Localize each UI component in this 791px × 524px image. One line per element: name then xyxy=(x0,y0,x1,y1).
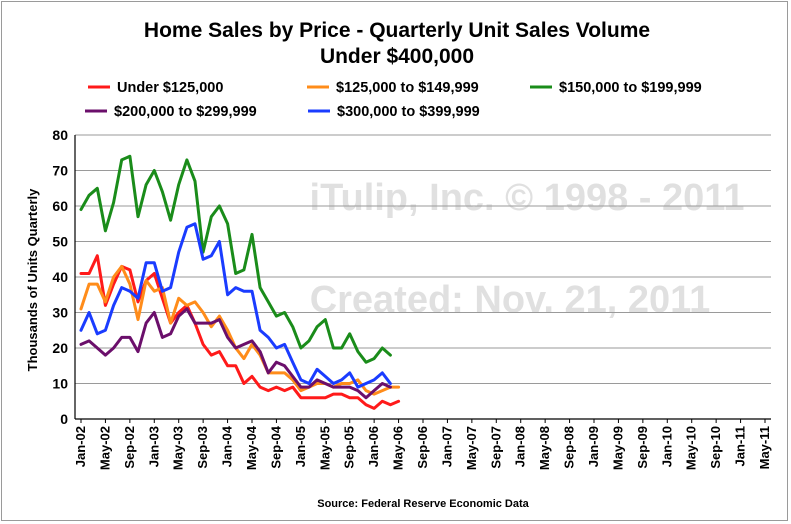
x-tick-label: Sep-04 xyxy=(268,425,283,468)
x-tick-label: Jan-05 xyxy=(293,426,308,467)
x-tick-label: Jan-07 xyxy=(439,426,454,467)
x-tick-label: Jan-03 xyxy=(146,426,161,467)
x-tick-label: Sep-09 xyxy=(635,426,650,469)
legend-label: $150,000 to $199,999 xyxy=(559,80,702,96)
x-tick-label: Jan-02 xyxy=(73,426,88,467)
x-tick-label: May-03 xyxy=(171,426,186,470)
x-tick-label: Jan-10 xyxy=(659,426,674,467)
x-tick-label: Jan-06 xyxy=(366,426,381,467)
y-tick-label: 80 xyxy=(52,127,68,143)
watermark-line-1: iTulip, Inc. © 1998 - 2011 xyxy=(310,177,745,219)
legend-label: $200,000 to $299,999 xyxy=(114,104,257,120)
x-tick-label: Sep-08 xyxy=(562,426,577,469)
legend-label: Under $125,000 xyxy=(117,80,223,96)
legend-label: $125,000 to $149,999 xyxy=(336,80,479,96)
x-tick-label: Sep-06 xyxy=(415,426,430,469)
series-line-0 xyxy=(79,254,401,410)
legend-item-150k-199k: $150,000 to $199,999 xyxy=(530,80,702,96)
x-tick-label: May-10 xyxy=(684,426,699,470)
series-line-4 xyxy=(79,222,392,389)
x-tick-label: May-06 xyxy=(391,426,406,470)
legend-label: $300,000 to $399,999 xyxy=(337,104,480,120)
x-tick-label: May-09 xyxy=(610,426,625,470)
chart-title: Home Sales by Price - Quarterly Unit Sal… xyxy=(144,19,650,42)
x-tick-label: Sep-10 xyxy=(708,426,723,469)
series-line-2 xyxy=(79,154,392,364)
y-axis-label: Thousands of Units Quarterly xyxy=(25,188,40,372)
y-tick-label: 0 xyxy=(60,411,68,427)
x-tick-label: May-07 xyxy=(464,426,479,470)
watermark-line-2: Created: Nov. 21, 2011 xyxy=(310,279,711,321)
x-tick-label: Sep-03 xyxy=(195,426,210,469)
x-tick-label: May-05 xyxy=(317,426,332,470)
x-tick-label: Jan-08 xyxy=(513,426,528,467)
x-tick-label: Jan-09 xyxy=(586,426,601,467)
legend-item-125k-149k: $125,000 to $149,999 xyxy=(307,80,479,96)
legend-item-under-125k: Under $125,000 xyxy=(88,80,223,96)
x-tick-label: May-08 xyxy=(537,426,552,470)
series-line-1 xyxy=(79,264,401,396)
legend-item-200k-299k: $200,000 to $299,999 xyxy=(85,104,257,120)
legend-item-300k-399k: $300,000 to $399,999 xyxy=(308,104,480,120)
y-tick-label: 30 xyxy=(52,305,68,321)
y-tick-label: 50 xyxy=(52,234,68,250)
source-note: Source: Federal Reserve Economic Data xyxy=(317,498,529,510)
plot-area: iTulip, Inc. © 1998 - 2011 Created: Nov. … xyxy=(52,127,772,470)
y-tick-label: 60 xyxy=(52,198,68,214)
x-tick-label: Sep-05 xyxy=(342,426,357,469)
series-line-3 xyxy=(79,307,392,400)
legend: Under $125,000 $125,000 to $149,999 $150… xyxy=(85,80,702,120)
x-tick-label: Jan-11 xyxy=(733,426,748,466)
chart-subtitle: Under $400,000 xyxy=(320,45,474,68)
x-tick-label: May-04 xyxy=(244,425,259,470)
x-tick-label: Sep-02 xyxy=(122,426,137,469)
x-tick-label: May-11 xyxy=(757,426,772,469)
x-tick-label: Jan-04 xyxy=(220,425,235,467)
x-tick-label: May-02 xyxy=(97,426,112,470)
y-tick-label: 20 xyxy=(52,340,68,356)
x-tick-label: Sep-07 xyxy=(488,426,503,469)
y-tick-label: 70 xyxy=(52,163,68,179)
y-tick-label: 10 xyxy=(52,376,68,392)
y-tick-label: 40 xyxy=(52,269,68,285)
